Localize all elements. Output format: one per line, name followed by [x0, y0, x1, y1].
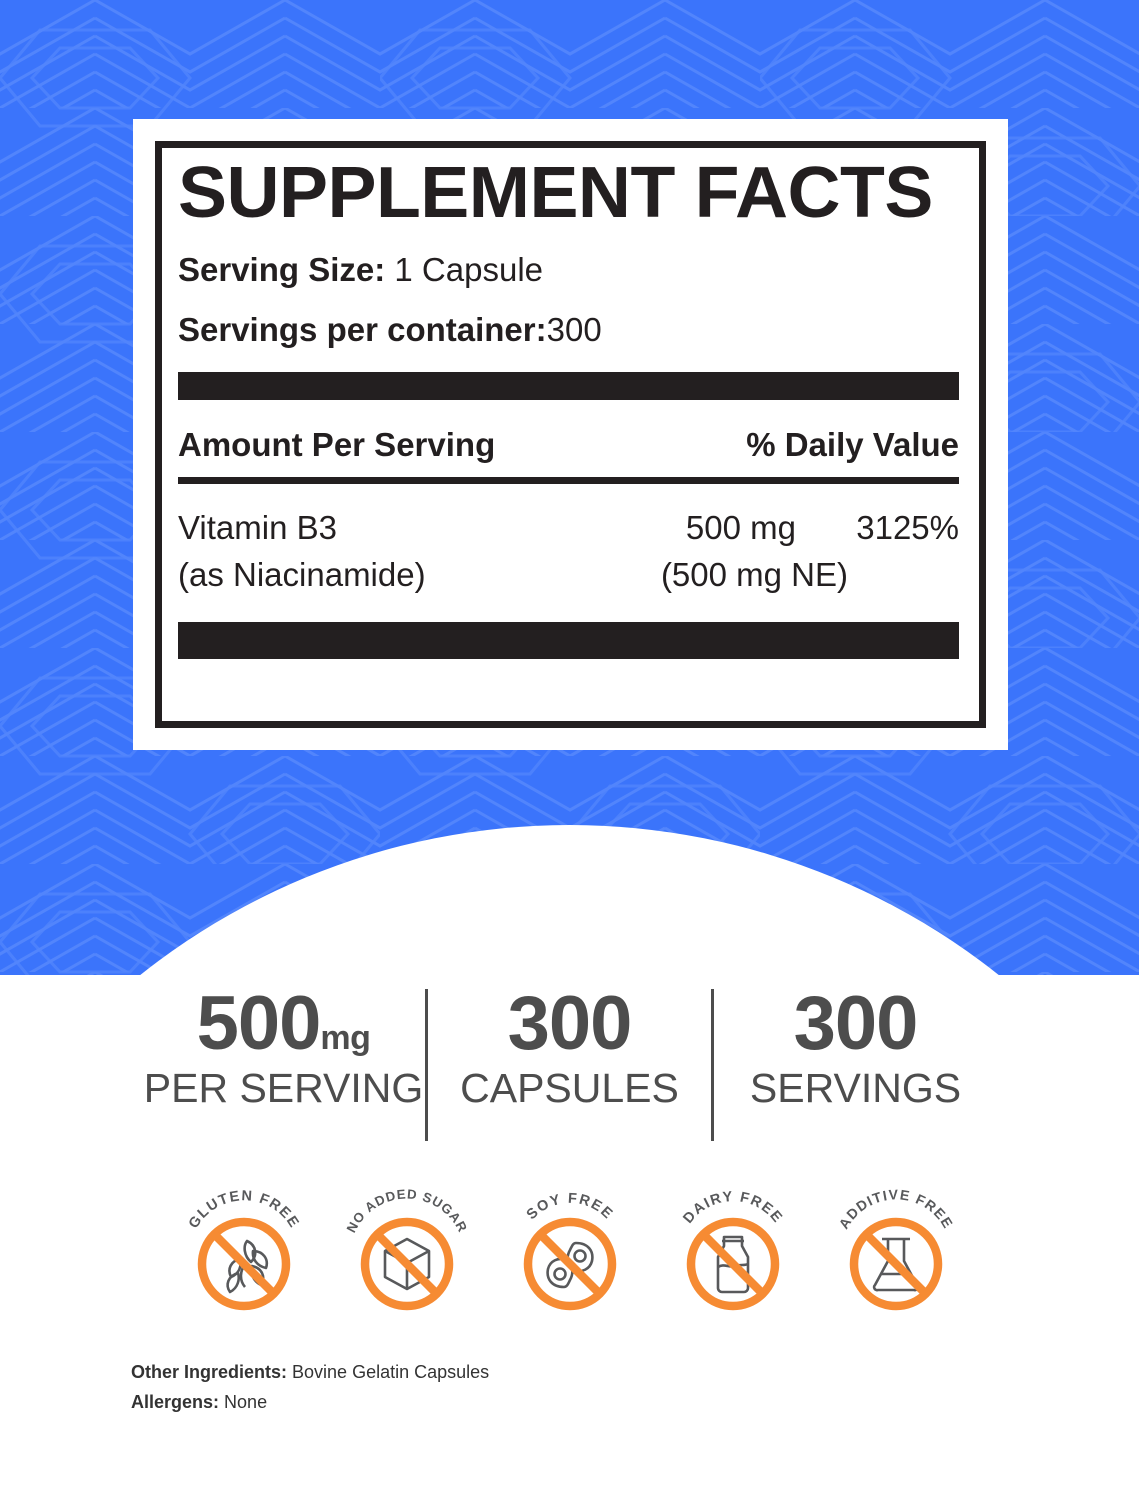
table-column-headers: Amount Per Serving % Daily Value [178, 426, 959, 464]
certification-badges: GLUTEN FREE NO ADDED SUGAR [0, 1172, 1139, 1320]
servings-per-container-line: Servings per container:300 [178, 311, 959, 349]
stat-servings: 300 SERVINGS [714, 985, 997, 1112]
prohibition-slash-soy [536, 1231, 603, 1297]
footer-separator-bar [178, 621, 959, 659]
allergens-label: Allergens: [131, 1391, 220, 1412]
prohibition-circle-dairy [686, 1217, 779, 1311]
allergens-value: None [224, 1391, 268, 1412]
product-stats-row: 500mg PER SERVING 300 CAPSULES 300 SERVI… [0, 985, 1139, 1145]
table-row-sub: (as Niacinamide) (500 mg NE) [178, 551, 959, 598]
serving-size-label: Serving Size: [178, 251, 386, 288]
wheat-icon [225, 1239, 268, 1294]
prohibition-slash-additive [862, 1231, 929, 1297]
page-title: SUPPLEMENT FACTS [178, 153, 933, 233]
nutrient-name: Vitamin B3 [178, 508, 337, 546]
nutrient-source-name: (as Niacinamide) [178, 555, 426, 593]
badge-no-added-sugar: NO ADDED SUGAR [342, 1172, 472, 1320]
serving-size-line: Serving Size: 1 Capsule [178, 251, 959, 289]
badge-dairy-free: DAIRY FREE [668, 1172, 798, 1320]
stat-value-servings: 300 [714, 985, 997, 1063]
stat-value-per-serving: 500mg [142, 985, 425, 1063]
column-header-rule [178, 476, 959, 484]
prohibition-slash-dairy [699, 1231, 766, 1297]
supplement-facts-panel: SUPPLEMENT FACTS Serving Size: 1 Capsule… [133, 119, 1008, 750]
footer-ingredients: Other Ingredients: Bovine Gelatin Capsul… [131, 1358, 1031, 1417]
daily-value-header: % Daily Value [746, 425, 959, 463]
stat-label-servings: SERVINGS [749, 1064, 962, 1111]
other-ingredients-label: Other Ingredients: [131, 1362, 288, 1382]
stat-number-per-serving: 500 [196, 981, 322, 1066]
stat-value-capsules: 300 [428, 985, 711, 1063]
badge-gluten-free: GLUTEN FREE [179, 1172, 309, 1320]
prohibition-circle-additive [849, 1217, 942, 1311]
nutrient-source-amount: (500 mg NE) [660, 555, 848, 593]
serving-size-value: 1 Capsule [394, 251, 544, 288]
amount-per-serving-header: Amount Per Serving [178, 425, 496, 463]
stat-divider-1 [425, 989, 428, 1141]
prohibition-slash-sugar [373, 1231, 440, 1297]
prohibition-slash-gluten [210, 1231, 277, 1297]
stat-label-capsules: CAPSULES [460, 1064, 679, 1111]
badge-additive-free: ADDITIVE FREE [831, 1172, 961, 1320]
allergens-line: Allergens: None [131, 1388, 1031, 1418]
prohibition-circle-sugar [360, 1217, 453, 1311]
badge-soy-free: SOY FREE [505, 1172, 635, 1320]
badge-label-no-added-sugar: NO ADDED SUGAR [343, 1186, 470, 1235]
table-row: Vitamin B3 500 mg 3125% [178, 504, 959, 551]
stat-divider-2 [711, 989, 714, 1141]
stat-number-capsules: 300 [507, 981, 633, 1066]
nutrient-daily-value: 3125% [856, 508, 959, 546]
stat-unit-per-serving: mg [320, 1019, 371, 1057]
header-separator-bar [178, 371, 959, 400]
prohibition-circle-gluten [197, 1217, 290, 1311]
stat-per-serving: 500mg PER SERVING [142, 985, 425, 1112]
stat-capsules: 300 CAPSULES [428, 985, 711, 1112]
stat-number-servings: 300 [793, 981, 919, 1066]
other-ingredients-line: Other Ingredients: Bovine Gelatin Capsul… [131, 1358, 1031, 1388]
stat-label-per-serving: PER SERVING [143, 1064, 424, 1111]
nutrient-list: Vitamin B3 500 mg 3125% (as Niacinamide)… [178, 504, 959, 598]
servings-per-container-label: Servings per container: [178, 310, 547, 348]
servings-per-container-value: 300 [546, 310, 602, 348]
nutrient-amount: 500 mg [685, 508, 796, 546]
prohibition-circle-soy [523, 1217, 616, 1311]
supplement-facts-border [155, 141, 986, 728]
other-ingredients-value: Bovine Gelatin Capsules [292, 1362, 490, 1382]
